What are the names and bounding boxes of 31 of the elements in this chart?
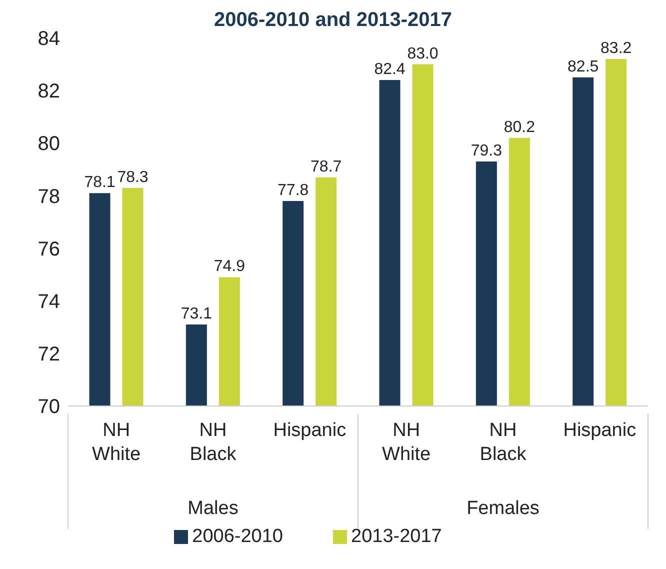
- y-tick-label: 78: [38, 186, 60, 208]
- legend-label: 2006-2010: [192, 526, 283, 547]
- y-tick-label: 76: [38, 238, 60, 260]
- data-label: 78.1: [84, 174, 116, 192]
- y-tick-label: 72: [38, 344, 60, 366]
- x-tick-label: NH Black: [480, 420, 527, 465]
- y-tick-label: 70: [38, 396, 60, 418]
- data-label: 83.2: [600, 40, 632, 58]
- y-tick-label: 80: [38, 133, 60, 156]
- y-tick-label: 82: [38, 80, 60, 103]
- data-label: 82.5: [568, 58, 599, 76]
- data-label: 82.4: [374, 61, 406, 78]
- chart-title: 2006-2010 and 2013-2017: [214, 9, 452, 31]
- text: Males: [188, 498, 238, 519]
- y-tick-label: 74: [38, 290, 60, 313]
- x-tick-label: Hispanic: [273, 420, 346, 441]
- text: Females: [466, 498, 540, 519]
- x-tick-label: NH White: [92, 420, 141, 465]
- data-label: 74.9: [214, 258, 246, 276]
- x-tick-label: NH Black: [190, 420, 237, 465]
- x-tick-label: NH White: [382, 420, 431, 465]
- data-label: 78.3: [117, 168, 148, 186]
- y-tick-label: 84: [38, 28, 60, 50]
- legend-label: 2013-2017: [351, 526, 442, 547]
- data-label: 80.2: [504, 118, 536, 136]
- data-label: 77.8: [278, 182, 309, 199]
- x-tick-label: Hispanic: [563, 420, 636, 441]
- data-label: 79.3: [470, 142, 502, 160]
- data-label: 83.0: [407, 45, 438, 62]
- data-label: 78.7: [310, 158, 342, 176]
- data-label: 73.1: [180, 306, 212, 323]
